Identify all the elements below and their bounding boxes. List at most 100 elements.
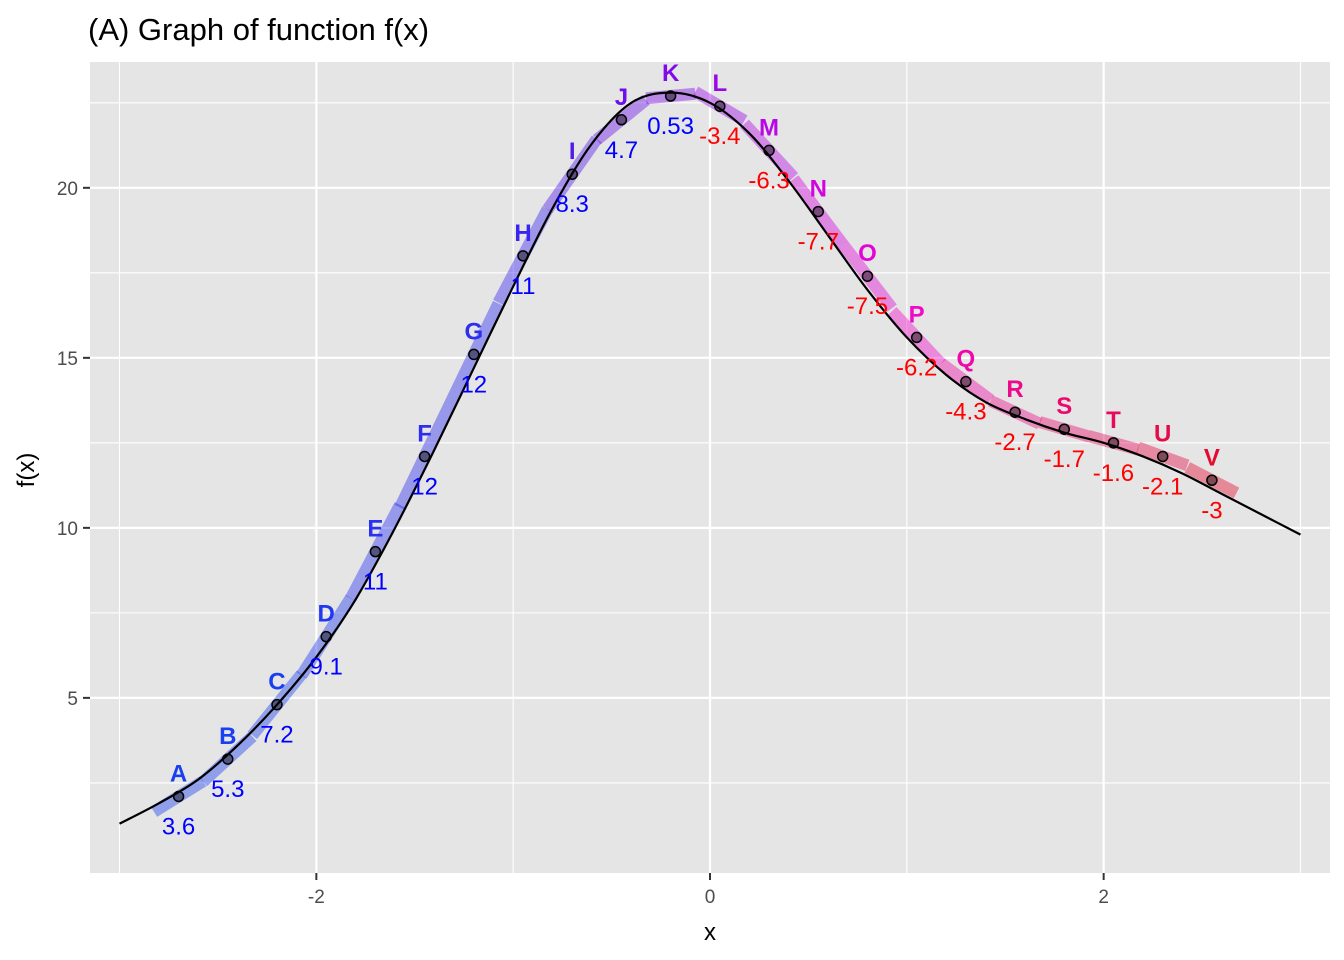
data-point <box>418 450 431 463</box>
tangent-segment <box>296 594 356 679</box>
point-letter-label: K <box>662 60 680 87</box>
data-point <box>763 144 775 157</box>
x-tick-label: -2 <box>308 887 325 908</box>
point-letter-label: V <box>1204 444 1220 471</box>
slope-value-label: -7.5 <box>847 293 888 320</box>
point-letter-label: Q <box>957 346 976 373</box>
slope-value-label: 8.3 <box>556 191 589 218</box>
point-letter-label: T <box>1106 407 1121 434</box>
slope-value-label: -3 <box>1201 497 1222 524</box>
slope-value-label: 0.53 <box>647 113 694 140</box>
data-point <box>910 331 923 344</box>
tangent-segment <box>493 206 553 306</box>
data-point <box>812 205 825 218</box>
data-point <box>369 545 382 558</box>
x-axis: -2 0 2 <box>308 873 1109 908</box>
point-letter-label: J <box>615 84 628 111</box>
point-letter-label: H <box>514 220 531 247</box>
point-labels: A 3.6 B 5.3 C 7.2 D 9.1 E 11 F 12 G 12 H 11 I 8.3 J 4.7 K 0.5… <box>162 60 1223 840</box>
function-curve <box>119 91 1301 825</box>
major-gridlines <box>90 62 1330 873</box>
slope-value-label: -3.4 <box>699 123 740 150</box>
tangent-segment <box>838 240 897 312</box>
point-letter-label: L <box>713 70 728 97</box>
point-letter-label: M <box>759 114 779 141</box>
y-axis: 5 10 15 20 <box>57 179 90 710</box>
y-tick-label: 20 <box>57 179 78 200</box>
point-letter-label: R <box>1006 376 1023 403</box>
chart-title: (A) Graph of function f(x) <box>88 12 429 47</box>
slope-value-label: 9.1 <box>310 654 343 681</box>
point-letter-label: U <box>1154 420 1171 447</box>
slope-value-label: -2.1 <box>1142 473 1183 500</box>
slope-value-label: 4.7 <box>605 137 638 164</box>
tangent-segment <box>937 358 995 405</box>
tangent-segment <box>987 395 1043 430</box>
slope-value-label: -7.7 <box>798 229 839 256</box>
y-tick-label: 15 <box>57 349 78 370</box>
data-point <box>1058 423 1071 435</box>
point-letter-label: B <box>219 723 236 750</box>
tangent-segment <box>593 95 650 145</box>
data-point <box>1009 406 1021 418</box>
data-point <box>320 630 332 643</box>
point-letter-label: D <box>318 601 335 628</box>
tangent-segment <box>1037 416 1091 443</box>
point-letter-label: G <box>464 318 483 345</box>
x-axis-title: x <box>704 919 716 946</box>
point-letter-label: C <box>268 669 285 696</box>
slope-value-label: -1.6 <box>1093 460 1134 487</box>
slope-value-label: 5.3 <box>211 776 244 803</box>
x-tick-label: 2 <box>1098 887 1109 908</box>
tangent-segment <box>1087 430 1140 456</box>
slope-value-label: -2.7 <box>994 429 1035 456</box>
point-letter-label: E <box>367 516 383 543</box>
tangent-segment <box>1136 441 1190 472</box>
slope-value-label: 12 <box>411 473 438 500</box>
tangent-segment <box>887 306 946 368</box>
x-tick-label: 0 <box>705 887 716 908</box>
data-point <box>714 100 726 112</box>
tangent-segment <box>1184 462 1240 499</box>
tangent-segment <box>740 119 799 182</box>
data-point <box>861 270 874 282</box>
tangent-segment <box>199 732 257 787</box>
point-letter-label: O <box>858 240 877 267</box>
data-point <box>1156 450 1169 463</box>
data-point <box>615 114 628 126</box>
tangent-segment <box>788 175 848 248</box>
data-point <box>566 168 578 180</box>
y-tick-label: 10 <box>57 519 78 540</box>
tangent-segment <box>394 402 455 511</box>
data-point <box>271 698 283 711</box>
slope-value-label: -1.7 <box>1044 446 1085 473</box>
tangent-segment <box>692 86 748 126</box>
slope-value-label: 11 <box>363 569 388 596</box>
point-letter-label: S <box>1056 393 1072 420</box>
point-letter-label: F <box>417 420 432 447</box>
slope-value-label: 3.6 <box>162 813 195 840</box>
tangent-segment <box>345 502 406 602</box>
sample-points <box>172 90 1218 803</box>
slope-value-label: -6.2 <box>896 354 937 381</box>
data-point <box>172 790 185 803</box>
data-point <box>517 250 529 262</box>
data-point <box>468 348 480 361</box>
y-axis-title: f(x) <box>13 453 40 488</box>
slope-value-label: -4.3 <box>945 399 986 426</box>
data-point <box>960 375 972 388</box>
slope-value-label: 12 <box>460 371 487 398</box>
slope-value-label: -6.3 <box>748 167 789 194</box>
slope-value-label: 7.2 <box>260 722 293 749</box>
point-letter-label: A <box>170 760 187 787</box>
data-point <box>1206 474 1218 487</box>
point-letter-label: I <box>569 138 576 165</box>
point-letter-label: P <box>909 301 925 328</box>
point-letter-label: N <box>810 176 827 203</box>
data-point <box>1107 437 1120 449</box>
tangent-segment <box>150 776 207 817</box>
y-tick-label: 5 <box>67 689 78 710</box>
data-point <box>664 90 677 102</box>
tangent-segment <box>443 300 504 409</box>
